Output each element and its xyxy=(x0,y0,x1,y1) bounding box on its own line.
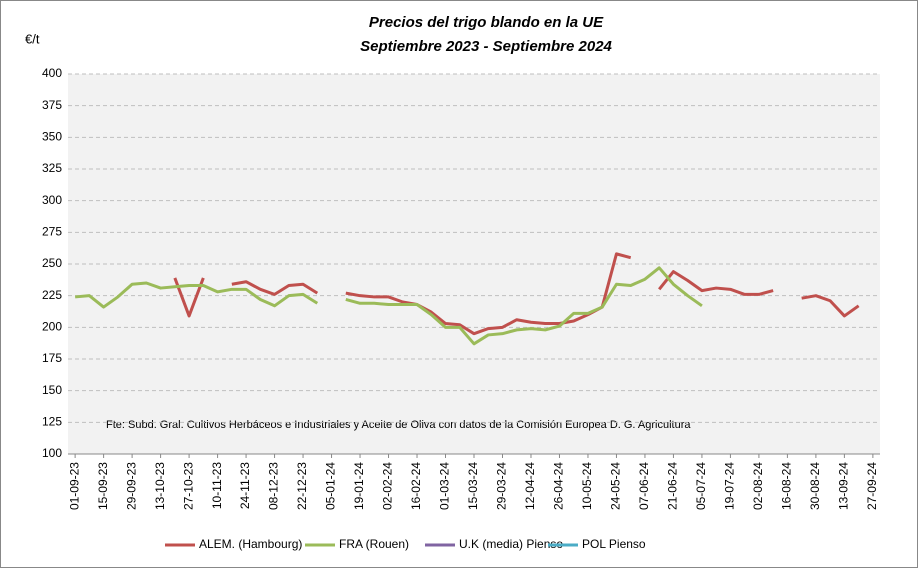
legend-label: FRA (Rouen) xyxy=(339,537,409,551)
legend-label: POL Pienso xyxy=(582,537,646,551)
y-tick-label: 200 xyxy=(42,320,62,334)
x-tick-label: 19-07-24 xyxy=(723,462,737,510)
annotation: Fte: Subd. Gral. Cultivos Herbáceos e In… xyxy=(106,419,691,431)
x-tick-label: 01-03-24 xyxy=(438,462,452,510)
y-tick-label: 100 xyxy=(42,446,62,460)
legend-label: U.K (media) Pienso xyxy=(459,537,563,551)
y-tick-label: 300 xyxy=(42,193,62,207)
y-tick-label: 175 xyxy=(42,351,62,365)
x-tick-label: 01-09-23 xyxy=(67,462,81,510)
y-tick-label: 350 xyxy=(42,130,62,144)
x-tick-label: 30-08-24 xyxy=(808,462,822,510)
y-tick-label: 150 xyxy=(42,383,62,397)
x-tick-label: 16-08-24 xyxy=(780,462,794,510)
x-tick-label: 16-02-24 xyxy=(409,462,423,510)
x-tick-label: 13-10-23 xyxy=(153,462,167,510)
x-tick-label: 12-04-24 xyxy=(523,462,537,510)
y-tick-label: 250 xyxy=(42,256,62,270)
x-tick-label: 02-02-24 xyxy=(381,462,395,510)
x-tick-label: 05-01-24 xyxy=(324,462,338,510)
legend-label: ALEM. (Hambourg) xyxy=(199,537,302,551)
y-tick-label: 225 xyxy=(42,288,62,302)
x-tick-label: 02-08-24 xyxy=(751,462,765,510)
chart-subtitle: Septiembre 2023 - Septiembre 2024 xyxy=(360,38,612,55)
x-tick-label: 27-09-24 xyxy=(865,462,879,510)
x-tick-label: 15-03-24 xyxy=(466,462,480,510)
x-tick-label: 29-03-24 xyxy=(495,462,509,510)
x-tick-label: 27-10-23 xyxy=(181,462,195,510)
x-tick-label: 21-06-24 xyxy=(666,462,680,510)
x-tick-label: 07-06-24 xyxy=(637,462,651,510)
x-tick-label: 19-01-24 xyxy=(352,462,366,510)
x-tick-label: 13-09-24 xyxy=(837,462,851,510)
x-tick-label: 15-09-23 xyxy=(96,462,110,510)
y-axis-label: €/t xyxy=(25,31,40,46)
x-tick-label: 24-05-24 xyxy=(609,462,623,510)
chart-title: Precios del trigo blando en la UE xyxy=(369,14,604,31)
y-tick-label: 275 xyxy=(42,225,62,239)
x-tick-label: 10-05-24 xyxy=(580,462,594,510)
y-tick-label: 400 xyxy=(42,66,62,80)
series-line xyxy=(173,252,860,336)
x-tick-label: 29-09-23 xyxy=(124,462,138,510)
y-tick-label: 375 xyxy=(42,98,62,112)
y-tick-label: 125 xyxy=(42,415,62,429)
series-line xyxy=(74,266,703,346)
x-tick-label: 05-07-24 xyxy=(694,462,708,510)
x-tick-label: 08-12-23 xyxy=(267,462,281,510)
x-tick-label: 26-04-24 xyxy=(552,462,566,510)
x-tick-label: 10-11-23 xyxy=(210,462,224,509)
x-tick-label: 22-12-23 xyxy=(295,462,309,510)
y-tick-label: 325 xyxy=(42,161,62,175)
x-tick-label: 24-11-23 xyxy=(238,462,252,509)
